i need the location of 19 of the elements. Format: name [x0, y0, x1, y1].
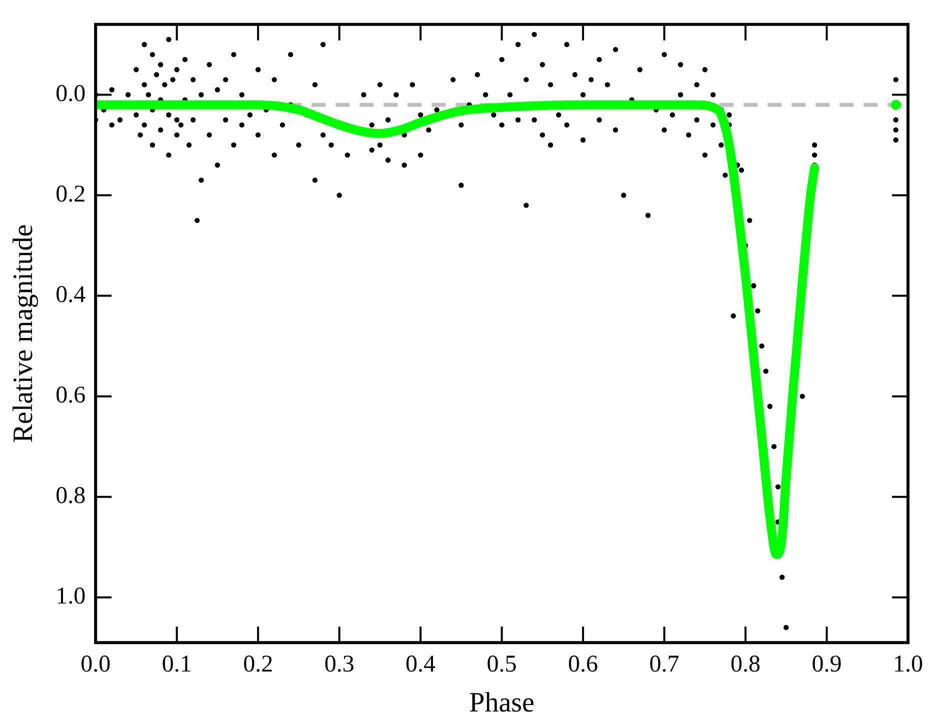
x-tick-label: 0.8: [730, 651, 761, 678]
y-tick-label: 0.4: [56, 282, 86, 308]
x-tick-label: 0.9: [812, 651, 842, 678]
x-tick-label: 0.1: [162, 651, 192, 678]
y-tick-label: 0.6: [56, 382, 86, 409]
x-tick-label: 0.0: [80, 651, 111, 678]
x-axis-title: Phase: [469, 688, 534, 719]
y-tick-label: 0.8: [56, 483, 86, 510]
x-tick-label: 0.3: [324, 651, 354, 678]
y-tick-label: 0.2: [56, 182, 86, 208]
x-tick-label: 0.7: [649, 651, 680, 678]
x-tick-label: 1.0: [893, 651, 923, 678]
y-tick-label: 0.0: [56, 81, 86, 108]
x-tick-label: 0.6: [568, 651, 598, 678]
y-axis-title: Relative magnitude: [8, 224, 40, 443]
x-tick-label: 0.2: [243, 651, 274, 678]
x-tick-label: 0.5: [486, 651, 517, 678]
y-tick-label: 1.0: [56, 584, 86, 610]
x-tick-label: 0.4: [406, 651, 436, 678]
